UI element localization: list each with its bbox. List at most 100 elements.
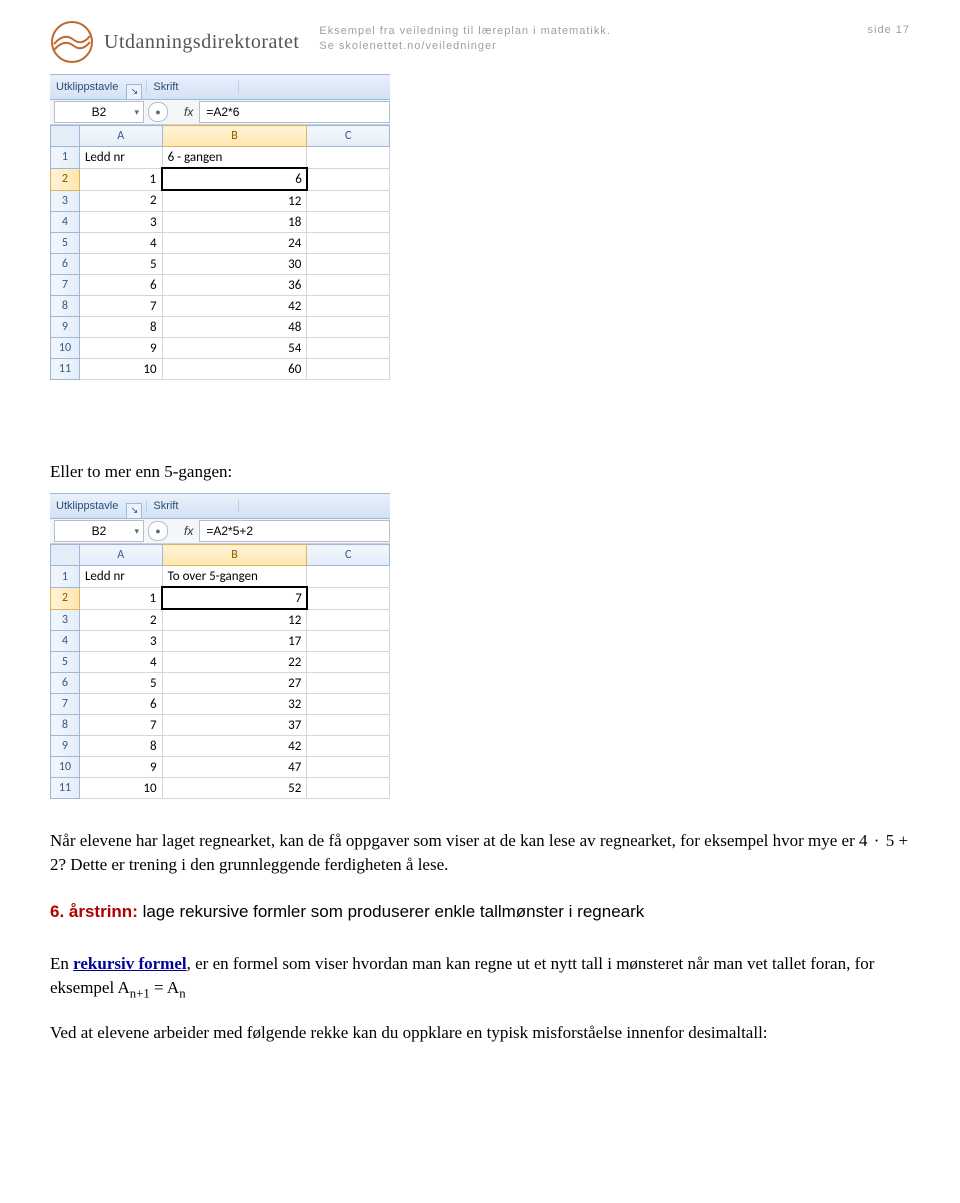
cell[interactable] — [307, 212, 390, 233]
excel1-col-b[interactable]: B — [162, 126, 307, 147]
cell[interactable]: 24 — [162, 233, 307, 254]
cell[interactable] — [307, 254, 390, 275]
cell[interactable]: 30 — [162, 254, 307, 275]
row-header[interactable]: 5 — [51, 652, 80, 673]
row-header[interactable]: 11 — [51, 778, 80, 799]
cell[interactable] — [307, 566, 390, 588]
excel2-fx-label[interactable]: fx — [184, 524, 193, 538]
cell[interactable] — [307, 587, 390, 609]
row-header[interactable]: 6 — [51, 673, 80, 694]
excel2-col-c[interactable]: C — [307, 545, 390, 566]
cell[interactable] — [307, 317, 390, 338]
excel2-formula-input[interactable]: =A2*5+2 — [199, 520, 390, 542]
cell[interactable]: 54 — [162, 338, 307, 359]
cell[interactable]: 7 — [79, 296, 162, 317]
cell[interactable]: 7 — [162, 587, 307, 609]
cell[interactable]: 22 — [162, 652, 307, 673]
cell[interactable]: Ledd nr — [79, 566, 162, 588]
cell[interactable] — [307, 190, 390, 212]
cell[interactable]: 32 — [162, 694, 307, 715]
cell[interactable]: 4 — [79, 233, 162, 254]
cell[interactable]: 5 — [79, 673, 162, 694]
cell[interactable] — [307, 168, 390, 190]
excel2-namebox[interactable]: B2 — [54, 520, 144, 542]
cell[interactable] — [307, 338, 390, 359]
row-header[interactable]: 8 — [51, 296, 80, 317]
row-header[interactable]: 3 — [51, 609, 80, 631]
cell[interactable]: 42 — [162, 736, 307, 757]
cell[interactable]: 6 — [162, 168, 307, 190]
cell[interactable] — [307, 694, 390, 715]
cell[interactable] — [307, 715, 390, 736]
cell[interactable] — [307, 757, 390, 778]
row-header[interactable]: 9 — [51, 736, 80, 757]
cell[interactable]: 3 — [79, 212, 162, 233]
excel2-col-b[interactable]: B — [162, 545, 307, 566]
cell[interactable]: 6 - gangen — [162, 147, 307, 169]
cell[interactable] — [307, 275, 390, 296]
cell[interactable] — [307, 147, 390, 169]
row-header[interactable]: 9 — [51, 317, 80, 338]
row-header[interactable]: 7 — [51, 694, 80, 715]
row-header[interactable]: 6 — [51, 254, 80, 275]
cell[interactable]: 3 — [79, 631, 162, 652]
cell[interactable]: 37 — [162, 715, 307, 736]
cell[interactable]: 12 — [162, 609, 307, 631]
cell[interactable]: 42 — [162, 296, 307, 317]
cell[interactable] — [307, 778, 390, 799]
cell[interactable]: 2 — [79, 190, 162, 212]
row-header[interactable]: 11 — [51, 359, 80, 380]
cell[interactable]: To over 5-gangen — [162, 566, 307, 588]
cell[interactable] — [307, 609, 390, 631]
excel2-select-all[interactable] — [51, 545, 80, 566]
row-header[interactable]: 8 — [51, 715, 80, 736]
cell[interactable]: 1 — [79, 168, 162, 190]
row-header[interactable]: 3 — [51, 190, 80, 212]
row-header[interactable]: 7 — [51, 275, 80, 296]
row-header[interactable]: 1 — [51, 566, 80, 588]
cell[interactable]: 8 — [79, 736, 162, 757]
cell[interactable] — [307, 652, 390, 673]
cell[interactable]: 2 — [79, 609, 162, 631]
row-header[interactable]: 10 — [51, 338, 80, 359]
row-header[interactable]: 4 — [51, 212, 80, 233]
cell[interactable]: 17 — [162, 631, 307, 652]
cell[interactable] — [307, 359, 390, 380]
row-header[interactable]: 4 — [51, 631, 80, 652]
row-header[interactable]: 2 — [51, 587, 80, 609]
cell[interactable]: 52 — [162, 778, 307, 799]
cell[interactable] — [307, 233, 390, 254]
cell[interactable]: 7 — [79, 715, 162, 736]
cell[interactable]: 10 — [79, 359, 162, 380]
excel1-fx-label[interactable]: fx — [184, 105, 193, 119]
cell[interactable] — [307, 673, 390, 694]
excel1-select-all[interactable] — [51, 126, 80, 147]
cell[interactable]: 36 — [162, 275, 307, 296]
cell[interactable]: 27 — [162, 673, 307, 694]
cell[interactable]: 5 — [79, 254, 162, 275]
excel1-col-a[interactable]: A — [79, 126, 162, 147]
row-header[interactable]: 5 — [51, 233, 80, 254]
cell[interactable]: 8 — [79, 317, 162, 338]
cell[interactable]: 18 — [162, 212, 307, 233]
cell[interactable]: Ledd nr — [79, 147, 162, 169]
row-header[interactable]: 2 — [51, 168, 80, 190]
cell[interactable]: 9 — [79, 338, 162, 359]
cell[interactable]: 12 — [162, 190, 307, 212]
excel1-formula-input[interactable]: =A2*6 — [199, 101, 390, 123]
excel1-namebox[interactable]: B2 — [54, 101, 144, 123]
cell[interactable]: 4 — [79, 652, 162, 673]
cell[interactable]: 47 — [162, 757, 307, 778]
cell[interactable]: 1 — [79, 587, 162, 609]
excel2-col-a[interactable]: A — [79, 545, 162, 566]
cell[interactable] — [307, 631, 390, 652]
cell[interactable]: 6 — [79, 694, 162, 715]
cell[interactable]: 10 — [79, 778, 162, 799]
excel1-col-c[interactable]: C — [307, 126, 390, 147]
cell[interactable]: 48 — [162, 317, 307, 338]
cell[interactable] — [307, 736, 390, 757]
cell[interactable]: 60 — [162, 359, 307, 380]
cell[interactable]: 6 — [79, 275, 162, 296]
cell[interactable] — [307, 296, 390, 317]
row-header[interactable]: 10 — [51, 757, 80, 778]
